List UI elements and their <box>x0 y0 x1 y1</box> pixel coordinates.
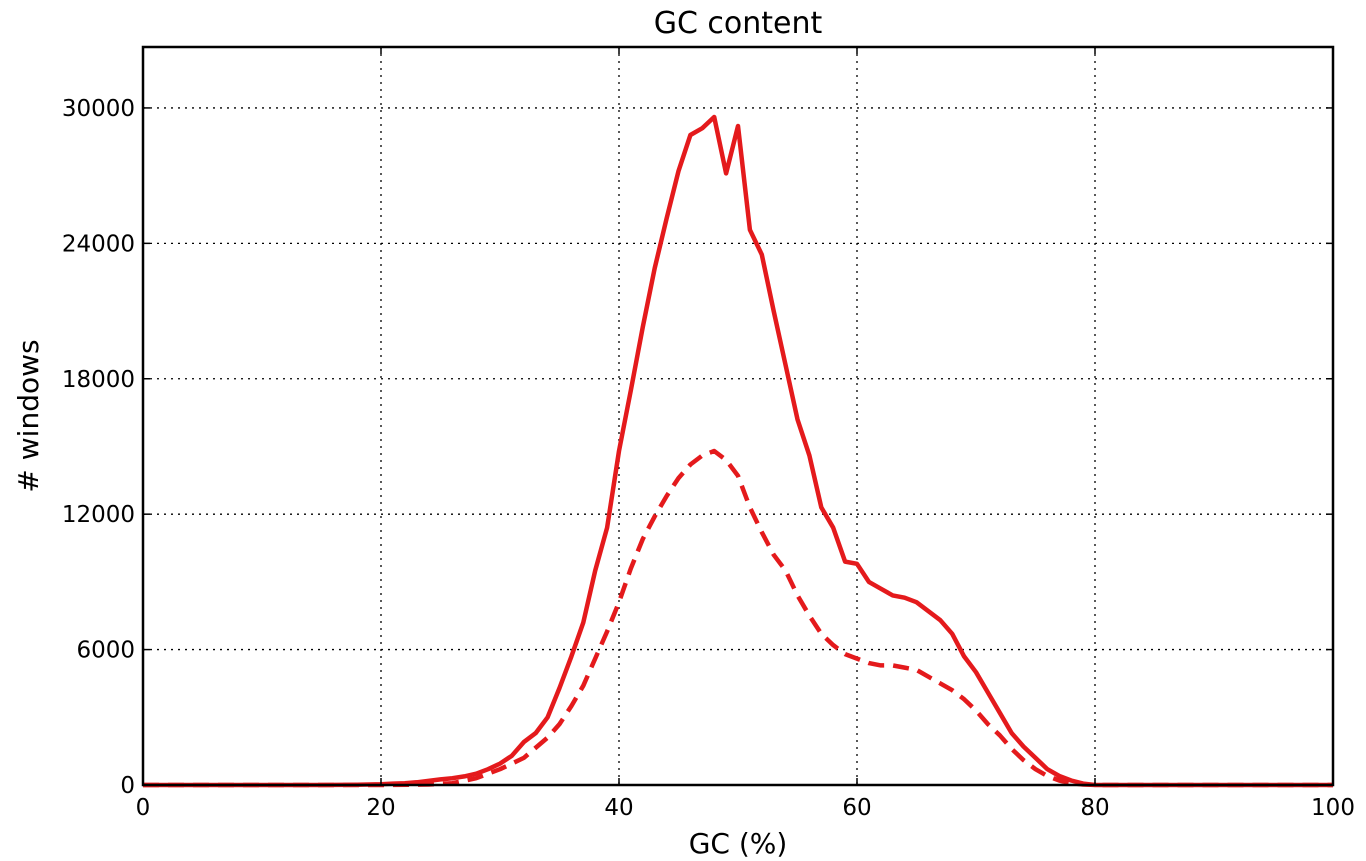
ticks-layer: 0 20 40 60 80 100 0 6000 12000 18000 24000 30000 <box>62 47 1355 821</box>
y-tick-label: 30000 <box>62 96 135 122</box>
y-tick-label: 12000 <box>62 502 135 528</box>
x-tick-label: 60 <box>842 795 871 821</box>
y-axis-title: # windows <box>12 339 45 492</box>
y-tick-label: 18000 <box>62 367 135 393</box>
grid-layer <box>143 47 1333 785</box>
x-tick-label: 80 <box>1080 795 1109 821</box>
y-tick-label: 6000 <box>76 638 135 664</box>
x-axis-title: GC (%) <box>689 827 788 860</box>
x-tick-label: 40 <box>604 795 633 821</box>
y-tick-label: 24000 <box>62 231 135 257</box>
series-line-solid <box>143 114 1333 788</box>
plot-frame <box>141 45 1335 787</box>
x-tick-label: 20 <box>366 795 395 821</box>
chart-title: GC content <box>654 6 823 41</box>
series-line-dashed <box>143 448 1333 788</box>
y-tick-label: 0 <box>120 773 135 799</box>
x-tick-label: 100 <box>1311 795 1355 821</box>
x-tick-label: 0 <box>136 795 151 821</box>
series-layer <box>143 114 1333 788</box>
